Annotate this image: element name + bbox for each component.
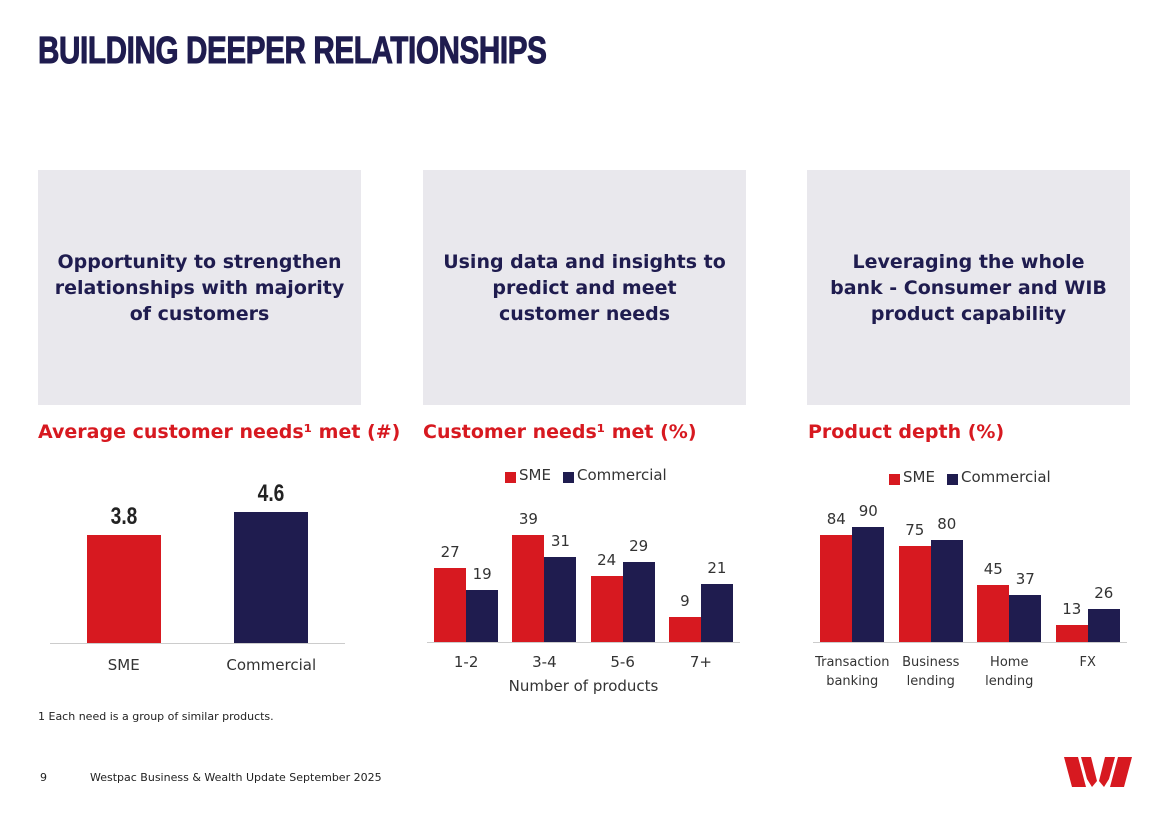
panel-text: Leveraging the whole bank - Consumer and… bbox=[830, 250, 1107, 325]
data-label: 84 bbox=[826, 509, 846, 528]
panel: Opportunity to strengthen relationships … bbox=[38, 170, 361, 405]
legend-label: SME bbox=[519, 466, 551, 484]
data-label: 80 bbox=[937, 514, 957, 533]
panel: Using data and insights to predict and m… bbox=[423, 170, 746, 405]
bar bbox=[590, 576, 623, 642]
data-label: 37 bbox=[1015, 569, 1035, 588]
panel: Leveraging the whole bank - Consumer and… bbox=[807, 170, 1130, 405]
legend-label: Commercial bbox=[961, 468, 1051, 486]
bar bbox=[434, 567, 467, 642]
footer-text: Westpac Business & Wealth Update Septemb… bbox=[90, 771, 382, 784]
bar bbox=[622, 562, 655, 642]
data-label: 45 bbox=[983, 559, 1003, 578]
data-label: 75 bbox=[905, 521, 925, 540]
data-label: 3.8 bbox=[110, 502, 138, 530]
bar bbox=[977, 584, 1010, 642]
data-label: 27 bbox=[440, 542, 460, 561]
bar bbox=[1055, 625, 1088, 642]
x-axis bbox=[50, 643, 345, 644]
x-axis bbox=[813, 642, 1127, 643]
bar bbox=[820, 534, 853, 642]
legend-swatch bbox=[889, 474, 900, 485]
bar bbox=[86, 534, 161, 643]
x-tick-label: Transaction banking bbox=[815, 655, 890, 689]
bar bbox=[668, 617, 701, 642]
panel-text: Opportunity to strengthen relationships … bbox=[54, 250, 345, 325]
data-label: 4.6 bbox=[257, 480, 285, 507]
x-tick-label: Commercial bbox=[226, 656, 317, 674]
data-label: 90 bbox=[858, 502, 878, 520]
panel-text: Using data and insights to predict and m… bbox=[443, 250, 726, 325]
data-label: 9 bbox=[680, 592, 690, 611]
data-label: 39 bbox=[518, 510, 538, 528]
legend-swatch bbox=[947, 474, 958, 485]
data-label: 29 bbox=[629, 537, 649, 556]
chart-title: Product depth (%) bbox=[808, 421, 1005, 443]
legend-swatch bbox=[505, 472, 516, 483]
chart-title: Customer needs¹ met (%) bbox=[423, 421, 697, 443]
bar bbox=[852, 527, 885, 642]
data-label: 26 bbox=[1094, 583, 1114, 602]
x-tick-label: SME bbox=[107, 656, 140, 674]
bar bbox=[1087, 608, 1120, 642]
data-label: 19 bbox=[472, 564, 492, 583]
bar bbox=[700, 584, 733, 642]
data-label: 21 bbox=[707, 559, 727, 578]
footnote: 1 Each need is a group of similar produc… bbox=[38, 710, 274, 723]
bar bbox=[234, 512, 309, 643]
page-number: 9 bbox=[40, 771, 47, 784]
logo bbox=[1064, 757, 1132, 787]
x-tick-label: Home lending bbox=[985, 655, 1034, 689]
x-tick-label: FX bbox=[1079, 655, 1096, 670]
data-label: 13 bbox=[1062, 600, 1082, 619]
legend-label: SME bbox=[903, 468, 935, 486]
bar bbox=[1009, 594, 1042, 642]
chart-title: Average customer needs¹ met (#) bbox=[38, 421, 401, 443]
x-tick-label: 5-6 bbox=[610, 653, 635, 671]
data-label: 31 bbox=[550, 531, 570, 550]
legend-label: Commercial bbox=[577, 466, 667, 484]
bar bbox=[898, 546, 931, 642]
bar bbox=[466, 589, 499, 642]
bar bbox=[544, 556, 577, 642]
x-axis-label: Number of products bbox=[508, 677, 659, 695]
x-tick-label: Business lending bbox=[902, 655, 960, 689]
data-label: 24 bbox=[597, 551, 617, 570]
bar bbox=[930, 539, 963, 642]
bar bbox=[512, 535, 545, 642]
x-tick-label: 7+ bbox=[689, 653, 712, 671]
slide-title: BUILDING DEEPER RELATIONSHIPS bbox=[38, 30, 548, 73]
x-tick-label: 3-4 bbox=[532, 653, 557, 671]
x-tick-label: 1-2 bbox=[453, 653, 479, 671]
x-axis bbox=[427, 642, 740, 643]
legend-swatch bbox=[563, 472, 574, 483]
